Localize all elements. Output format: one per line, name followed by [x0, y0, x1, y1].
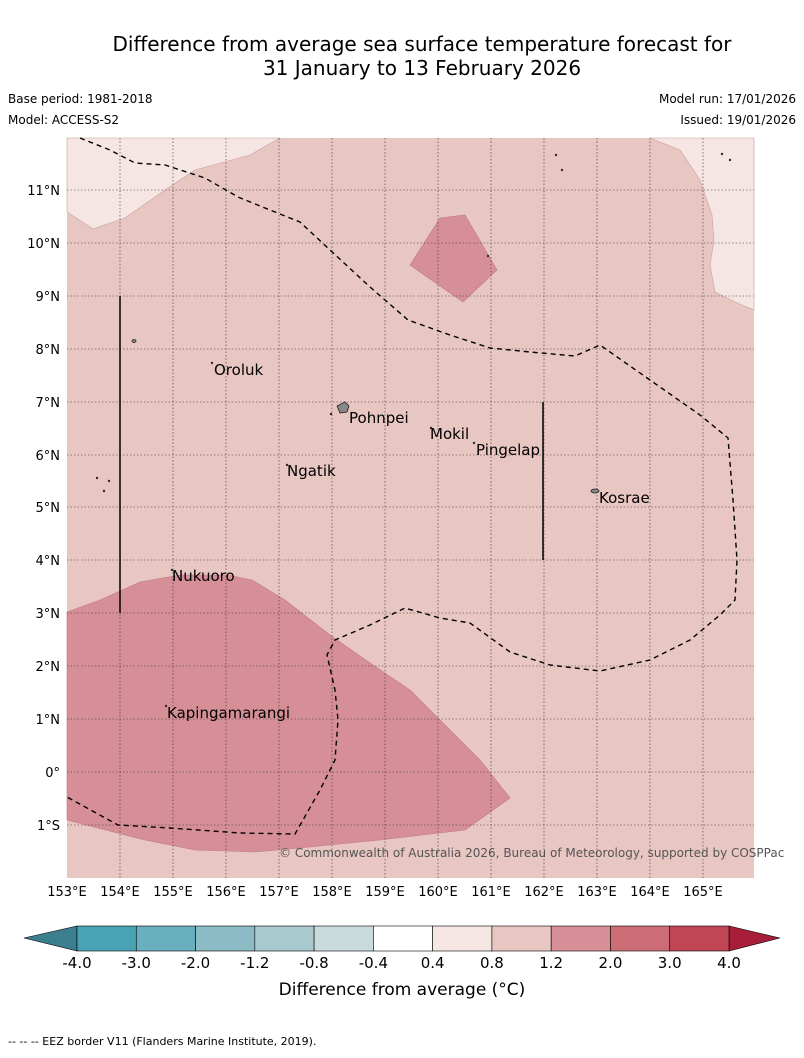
longitude-labels: 153°E 154°E 155°E 156°E 157°E 158°E 159°… [47, 885, 723, 900]
kosrae-island [590, 488, 600, 494]
base-period: Base period: 1981-2018 [8, 92, 153, 106]
title-line-2: 31 January to 13 February 2026 [262, 56, 582, 80]
pohnpei-island [336, 401, 350, 414]
warm-patch-north [409, 214, 498, 303]
label-kosrae: Kosrae [599, 489, 650, 507]
lat-label: 9°N [36, 290, 61, 305]
lat-label: 4°N [36, 554, 61, 569]
lat-label: 11°N [27, 184, 60, 199]
colorbar-tick-label: -4.0 [62, 954, 91, 972]
colorbar-label: Difference from average (°C) [278, 980, 526, 1000]
label-pohnpei: Pohnpei [349, 409, 409, 427]
label-ngatik: Ngatik [287, 462, 336, 480]
colorbar-bin [76, 925, 137, 952]
label-pingelap: Pingelap [476, 441, 540, 459]
lon-label: 153°E [47, 885, 87, 900]
lat-label: 7°N [36, 396, 61, 411]
colorbar-bin [432, 925, 493, 952]
colorbar-tick-label: -2.0 [181, 954, 210, 972]
light-anomaly-northeast [649, 137, 755, 311]
issued-date: Issued: 19/01/2026 [680, 113, 796, 127]
copyright-notice: © Commonwealth of Australia 2026, Bureau… [279, 846, 784, 860]
label-oroluk: Oroluk [214, 361, 263, 379]
lon-label: 158°E [312, 885, 352, 900]
label-mokil: Mokil [430, 425, 469, 443]
model-run: Model run: 17/01/2026 [658, 92, 796, 106]
colorbar-bin [550, 925, 611, 952]
lat-label: 8°N [36, 343, 61, 358]
small-island-west [131, 339, 137, 343]
kapingamarangi-atoll [164, 704, 168, 708]
colorbar-tick-label: -1.2 [240, 954, 269, 972]
gridlines [67, 138, 754, 878]
colorbar-bin [313, 925, 374, 952]
lat-label: 1°S [37, 819, 60, 834]
colorbar-tick-label: 1.2 [539, 954, 563, 972]
colorbar-tick-label: -3.0 [122, 954, 151, 972]
colorbar-tick-label: -0.8 [299, 954, 328, 972]
colorbar-bin [491, 925, 552, 952]
ngatik-atoll [285, 463, 289, 467]
map-title: Difference from average sea surface temp… [40, 32, 804, 80]
title-line-1: Difference from average sea surface temp… [112, 32, 732, 56]
lon-label: 161°E [471, 885, 511, 900]
colorbar-tick-label: 4.0 [717, 954, 741, 972]
colorbar-tick-label: 0.8 [480, 954, 504, 972]
lon-label: 164°E [630, 885, 670, 900]
colorbar-bin [135, 925, 196, 952]
colorbar-tick-label: -0.4 [359, 954, 388, 972]
lon-label: 163°E [577, 885, 617, 900]
colorbar-bin [669, 925, 730, 952]
lat-label: 6°N [36, 449, 61, 464]
lon-label: 159°E [365, 885, 405, 900]
islands [95, 152, 732, 708]
lon-label: 155°E [153, 885, 193, 900]
colorbar-tick-label: 0.4 [421, 954, 445, 972]
colorbar-over-arrow [728, 925, 781, 952]
lat-label: 1°N [36, 713, 61, 728]
warm-patch-south [66, 574, 511, 853]
model-name: Model: ACCESS-S2 [8, 113, 120, 127]
footer-note: -- -- -- EEZ border V11 (Flanders Marine… [8, 1035, 317, 1048]
lon-label: 160°E [418, 885, 458, 900]
label-kapingamarangi: Kapingamarangi [167, 704, 290, 722]
lat-label: 2°N [36, 660, 61, 675]
lat-label: 10°N [27, 237, 60, 252]
colorbar-tick-label: 2.0 [599, 954, 623, 972]
lat-label: 0° [45, 766, 60, 781]
colorbar-bin [254, 925, 315, 952]
lat-label: 3°N [36, 607, 61, 622]
colorbar-tick-label: 3.0 [658, 954, 682, 972]
nukuoro-atoll [170, 568, 174, 572]
lat-label: 5°N [36, 501, 61, 516]
lon-label: 156°E [206, 885, 246, 900]
lon-label: 162°E [524, 885, 564, 900]
lon-label: 154°E [100, 885, 140, 900]
lon-label: 165°E [683, 885, 723, 900]
colorbar-bin [195, 925, 256, 952]
mokil-atoll [429, 426, 433, 430]
latitude-labels: 11°N 10°N 9°N 8°N 7°N 6°N 5°N 4°N 3°N 2°… [27, 184, 60, 834]
eez-border [66, 137, 738, 835]
colorbar: -4.0 -3.0 -2.0 -1.2 -0.8 -0.4 0.4 0.8 1.2 2.0 3.0 4… [23, 925, 781, 972]
colorbar-bin [610, 925, 671, 952]
oroluk-atoll [210, 361, 214, 365]
colorbar-bin [373, 925, 433, 952]
colorbar-under-arrow [23, 925, 78, 952]
label-nukuoro: Nukuoro [172, 567, 235, 585]
lon-label: 157°E [259, 885, 299, 900]
pingelap-atoll [472, 441, 476, 445]
